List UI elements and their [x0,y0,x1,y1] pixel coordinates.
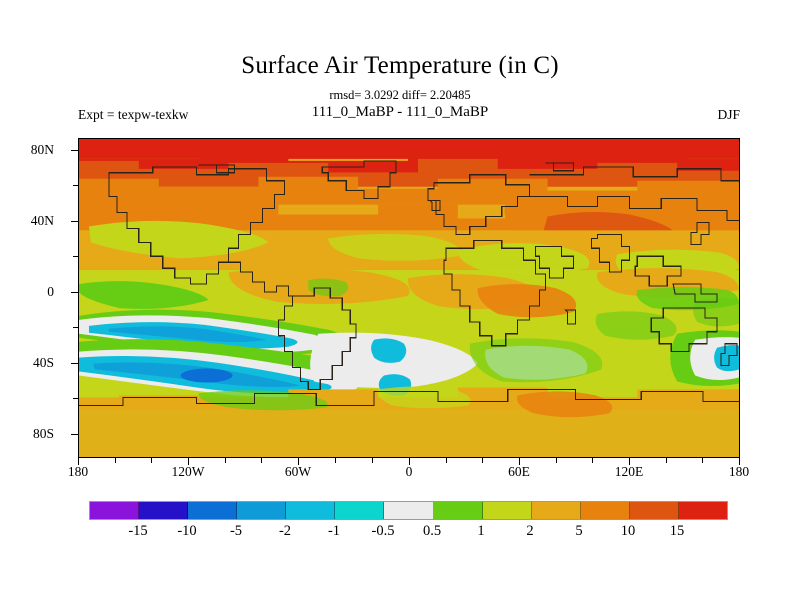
season-label: DJF [717,107,740,122]
colorbar-tick-label: -1 [327,523,341,539]
y-tick-minor [73,398,78,400]
y-tick-minor [73,185,78,187]
colorbar-tick-label: -5 [229,523,243,539]
statistics-subtitle: rmsd= 3.0292 diff= 2.20485 [329,88,471,102]
colorbar-swatch [286,502,336,519]
x-tick-minor [446,458,448,463]
colorbar-tick-label: -15 [128,523,148,539]
x-tick-120e [629,458,631,465]
x-axis-label: 0 [405,464,413,479]
x-axis-label: 60W [284,464,312,479]
y-tick-minor [73,256,78,258]
x-tick-minor [225,458,227,463]
colorbar-tick-label: -2 [278,523,292,539]
colorbar-tick-label: 0.5 [422,523,442,539]
colorbar-swatch [482,502,532,519]
x-tick-minor [151,458,153,463]
colorbar-swatch [384,502,434,519]
y-tick-0 [71,292,78,294]
x-tick-180w [78,458,80,465]
x-tick-minor [556,458,558,463]
x-axis-label: 120E [614,464,644,479]
x-tick-180e [739,458,741,465]
x-axis-label: 60E [508,464,530,479]
colorbar-tick-label: 2 [526,523,534,539]
colorbar-swatch [580,502,630,519]
colorbar-swatch [188,502,238,519]
colorbar-tick-label: 15 [669,523,685,539]
contour-field [79,139,739,457]
colorbar-swatch [433,502,483,519]
y-tick-minor [73,327,78,329]
colorbar-tick-label: -0.5 [371,523,395,539]
colorbar-tick-label: 1 [477,523,485,539]
x-tick-minor [482,458,484,463]
experiment-label: Expt = texpw-texkw [78,107,189,122]
y-tick-40n [71,221,78,223]
page-title: Surface Air Temperature (in C) [241,52,559,79]
x-tick-60e [519,458,521,465]
colorbar-swatch [139,502,189,519]
colorbar-tick-label: -10 [177,523,197,539]
y-tick-80s [71,434,78,436]
colorbar-swatch [335,502,385,519]
y-tick-80n [71,150,78,152]
colorbar-swatch [237,502,287,519]
map-plot-area [78,138,740,458]
x-tick-minor [666,458,668,463]
x-tick-minor [372,458,374,463]
colorbar-swatch [90,502,140,519]
colorbar-tick-label: 10 [620,523,636,539]
x-tick-minor [592,458,594,463]
x-tick-0 [409,458,411,465]
x-tick-minor [115,458,117,463]
x-axis-label: 180 [728,464,750,479]
x-axis-label: 180 [67,464,89,479]
colorbar-swatch [629,502,679,519]
x-tick-minor [261,458,263,463]
colorbar-swatch [678,502,728,519]
run-comparison-label: 111_0_MaBP - 111_0_MaBP [311,104,489,120]
colorbar [89,501,728,520]
colorbar-swatch [531,502,581,519]
x-tick-60w [298,458,300,465]
x-axis-label: 120W [171,464,205,479]
x-tick-120w [188,458,190,465]
colorbar-tick-label: 5 [575,523,583,539]
x-tick-minor [702,458,704,463]
x-tick-minor [335,458,337,463]
y-tick-40s [71,363,78,365]
